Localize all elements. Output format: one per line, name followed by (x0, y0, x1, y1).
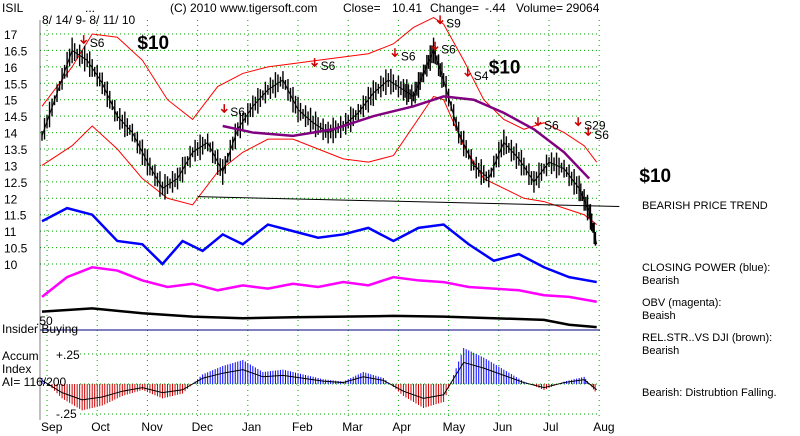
signal-label: S6 (321, 59, 336, 73)
change-label: Change= (430, 1, 479, 15)
signal-label: S6 (230, 105, 245, 119)
closing-power-line (41, 206, 597, 284)
price-target-label: $10 (639, 166, 671, 187)
y-tick-label: 12 (4, 192, 18, 206)
insider-label: Insider Buying (2, 322, 78, 336)
upper-band (41, 16, 598, 163)
grid-lines: 17 16.5 16 15.5 15 14.5 14 13.5 13 12.5 12 11.5 11 10… (4, 20, 615, 434)
close-value: 10.41 (392, 1, 422, 15)
signal-label: S9 (446, 16, 461, 30)
note-rel-1: REL.STR..VS DJI (brown): (642, 332, 772, 344)
signal-label: S6 (441, 43, 456, 57)
y-tick-label: 15.5 (4, 77, 28, 91)
ma200-line (222, 95, 591, 180)
y-tick-label: 13 (4, 159, 18, 173)
sell-arrow (391, 48, 399, 58)
relative-strength-line (41, 307, 597, 329)
note-rel-2: Bearish (642, 345, 679, 357)
moving-average (222, 95, 591, 180)
signal-label: S29 (584, 118, 606, 132)
note-trend: BEARISH PRICE TREND (642, 200, 768, 212)
x-tick-label: May (443, 420, 466, 434)
lower-band (41, 95, 598, 225)
y-tick-label: 12.5 (4, 176, 28, 190)
copyright-label: (C) 2010 www.tigersoft.com (170, 1, 317, 15)
note-cp-2: Bearish (642, 275, 679, 287)
sell-arrow (80, 35, 88, 45)
accum-ai-label: AI= 116/200 (2, 375, 66, 389)
x-tick-label: Jan (242, 420, 261, 434)
y-tick-label: 11.5 (4, 209, 27, 223)
y-tick-label: 14.5 (4, 110, 28, 124)
price-target-label: $10 (489, 57, 521, 78)
accum-title-2: Index (2, 362, 31, 376)
x-tick-label: Sep (41, 420, 63, 434)
note-accum: Bearish: Distrubtion Falling. (642, 387, 777, 399)
signal-label: S6 (90, 36, 105, 50)
accum-plus-label: +.25 (56, 348, 80, 362)
bollinger-bands (41, 16, 598, 225)
signal-arrows (80, 15, 592, 137)
close-label: Close= (343, 1, 381, 15)
sell-arrow (534, 117, 542, 127)
accum-ma-line (41, 361, 598, 401)
change-value: -.44 (485, 1, 506, 15)
signal-label: S6 (544, 118, 559, 132)
sell-arrow (584, 127, 592, 137)
y-tick-label: 16 (4, 61, 18, 75)
y-tick-label: 16.5 (4, 44, 28, 58)
accum-50-label: .50 (36, 314, 53, 328)
obv-line (41, 266, 597, 304)
sell-arrow (220, 104, 228, 114)
x-tick-label: Dec (192, 420, 213, 434)
y-tick-label: 14 (4, 127, 18, 141)
signal-label: S6 (594, 128, 609, 142)
date-range-label: 8/ 14/ 9- 8/ 11/ 10 (42, 13, 136, 27)
x-tick-label: Jul (543, 420, 558, 434)
x-tick-label: Nov (141, 420, 162, 434)
volume-value: 29064 (566, 1, 600, 15)
x-tick-label: Apr (392, 420, 411, 434)
obv-line (41, 266, 597, 304)
y-tick-label: 10.5 (4, 242, 28, 256)
sell-arrow (464, 68, 472, 78)
sell-arrow (431, 41, 439, 51)
y-tick-label: 17 (4, 28, 18, 42)
note-obv-1: OBV (magenta): (642, 297, 721, 309)
y-tick-label: 13.5 (4, 143, 28, 157)
price-series (41, 37, 598, 246)
y-tick-label: 15 (4, 94, 18, 108)
signal-label: S4 (474, 69, 489, 83)
sell-arrow (311, 58, 319, 68)
volume-label: Volume= (516, 1, 563, 15)
accum-title-1: Accum (2, 349, 39, 363)
trendline (197, 196, 620, 207)
symbol-label: ISIL (2, 1, 24, 15)
x-tick-label: Feb (292, 420, 313, 434)
closing-power-line (41, 206, 597, 284)
sell-arrow (574, 117, 582, 127)
accum-minus-label: -.25 (56, 407, 77, 421)
x-tick-label: Oct (91, 420, 110, 434)
relstr-line (41, 307, 597, 329)
ellipsis-label: ... (85, 1, 95, 15)
price-target-label: $10 (137, 33, 169, 54)
signal-label: S6 (401, 49, 416, 63)
bearish-trendline (197, 196, 620, 207)
accum-index-bars (41, 348, 598, 411)
note-obv-2: Beaish (642, 310, 676, 322)
x-tick-label: Aug (593, 420, 614, 434)
note-cp-1: CLOSING POWER (blue): (642, 262, 770, 274)
y-tick-label: 10 (4, 258, 18, 272)
x-tick-label: Jun (493, 420, 512, 434)
y-tick-label: 11 (4, 225, 17, 239)
sell-arrow (436, 15, 444, 25)
x-tick-label: Mar (342, 420, 363, 434)
